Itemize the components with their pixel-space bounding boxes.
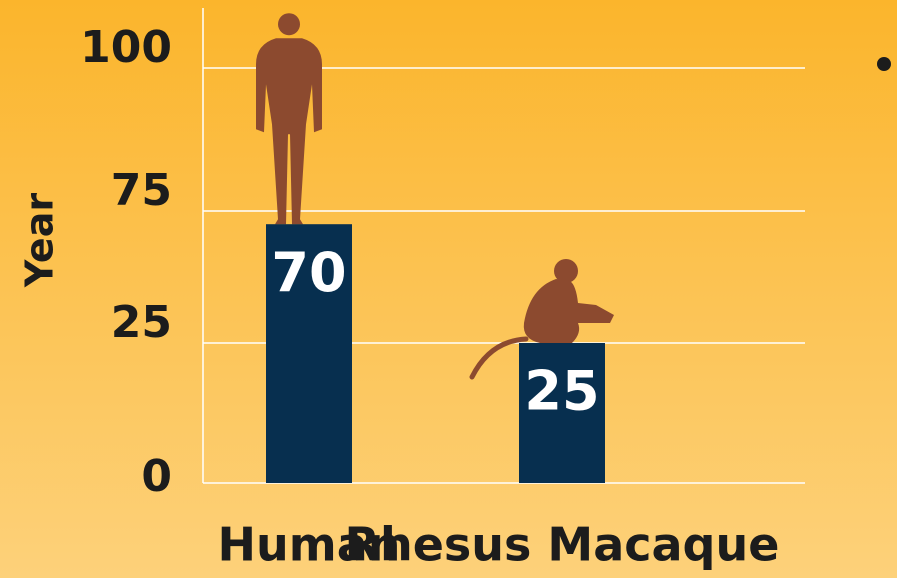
value-label: 25 <box>524 360 599 423</box>
x-tick-label: Rhesus Macaque <box>345 518 780 572</box>
monkey-head <box>554 259 578 283</box>
y-tick-label: 75 <box>111 165 172 216</box>
human-body <box>256 38 322 225</box>
human-head <box>278 13 300 36</box>
x-tick-label: Human <box>218 518 401 572</box>
y-axis-label: Year <box>18 193 62 288</box>
bar <box>519 343 605 483</box>
monkey-body <box>523 279 614 343</box>
y-tick-label: 0 <box>141 451 172 502</box>
y-tick-label: 25 <box>111 297 172 348</box>
y-tick-label: 100 <box>80 22 172 73</box>
bar <box>266 224 352 483</box>
silhouette <box>469 259 614 380</box>
monkey-tail <box>469 336 529 380</box>
silhouette <box>256 13 322 225</box>
value-label: 70 <box>271 241 346 304</box>
bullet <box>877 57 891 71</box>
